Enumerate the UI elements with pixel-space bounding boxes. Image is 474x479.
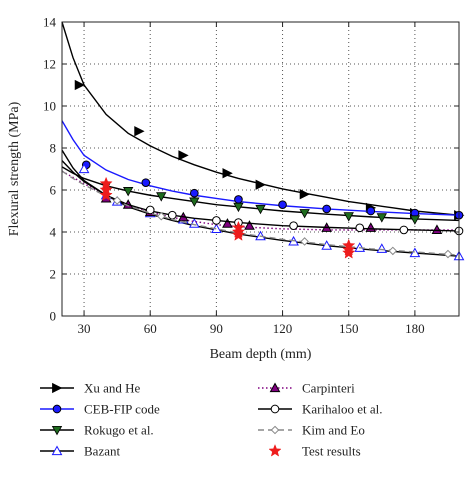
legend-label: Karihaloo et al. <box>302 402 383 417</box>
legend-label: Xu and He <box>84 381 141 396</box>
legend-item: Xu and He <box>40 381 141 396</box>
x-tick-label: 30 <box>78 321 91 336</box>
data-point <box>222 218 233 228</box>
data-point <box>112 196 122 205</box>
data-point <box>231 228 246 241</box>
data-point <box>289 221 298 231</box>
legend-label: Rokugo et al. <box>84 423 154 438</box>
data-point <box>99 188 113 201</box>
legend-marker <box>270 425 280 435</box>
x-tick-label: 180 <box>405 321 425 336</box>
y-tick-label: 4 <box>50 225 57 240</box>
legend-marker <box>52 382 63 394</box>
data-point <box>299 209 310 219</box>
data-point <box>355 223 365 233</box>
data-point <box>188 218 200 228</box>
data-point <box>233 202 244 213</box>
legend-label: Bazant <box>84 444 120 459</box>
series-1 <box>61 120 464 220</box>
data-point <box>178 150 189 161</box>
data-point <box>300 237 309 246</box>
series-line <box>61 21 460 216</box>
series-line <box>61 170 460 256</box>
data-point <box>343 212 354 222</box>
data-point <box>190 188 199 198</box>
series-5 <box>61 160 464 236</box>
legend-marker <box>268 444 282 457</box>
data-point <box>409 215 421 225</box>
data-point <box>74 79 86 91</box>
legend-marker <box>51 425 63 436</box>
data-point <box>255 204 266 215</box>
x-tick-label: 120 <box>273 321 293 336</box>
data-point <box>189 197 200 207</box>
data-point <box>321 240 333 250</box>
data-point <box>212 216 221 225</box>
y-axis-label: Flexural strength (MPa) <box>7 101 22 236</box>
data-point <box>365 222 377 232</box>
data-point <box>234 195 243 204</box>
legend-item: Carpinteri <box>258 381 355 396</box>
legend: Xu and He CEB-FIP code Rokugo et al. Bazant… <box>40 381 383 459</box>
legend-item: Karihaloo et al. <box>258 402 383 417</box>
legend-item: CEB-FIP code <box>40 402 160 417</box>
y-tick-label: 10 <box>43 99 56 114</box>
data-point <box>376 213 387 223</box>
data-point <box>376 243 388 253</box>
data-point <box>244 220 255 230</box>
legend-label: Carpinteri <box>302 381 355 396</box>
series-2 <box>61 166 460 225</box>
legend-label: Test results <box>302 444 361 459</box>
data-point <box>322 204 331 214</box>
data-point <box>409 247 421 258</box>
legend-item: Test results <box>268 444 361 459</box>
data-point <box>167 210 177 220</box>
data-point <box>141 178 151 187</box>
y-tick-label: 8 <box>50 141 57 156</box>
legend-label: CEB-FIP code <box>84 402 160 417</box>
data-point <box>255 179 266 190</box>
data-point <box>443 249 453 259</box>
data-point <box>156 192 167 202</box>
x-tick-label: 90 <box>210 321 223 336</box>
data-point <box>388 246 398 256</box>
legend-item: Bazant <box>40 444 120 459</box>
grid-layer <box>62 22 459 316</box>
y-tick-label: 12 <box>43 57 56 72</box>
y-tick-label: 0 <box>50 309 57 324</box>
x-tick-label: 60 <box>144 321 157 336</box>
y-tick-label: 14 <box>43 15 57 30</box>
series-line <box>61 170 459 231</box>
data-point <box>366 206 376 216</box>
legend-marker <box>269 382 281 393</box>
series-layer <box>61 21 465 261</box>
data-point <box>278 200 287 210</box>
data-point <box>399 225 409 235</box>
x-tick-label: 150 <box>339 321 359 336</box>
legend-item: Kim and Eo <box>258 423 365 438</box>
legend-marker <box>52 404 62 414</box>
series-7 <box>99 176 356 259</box>
x-axis-label: Beam depth (mm) <box>210 347 312 362</box>
legend-marker <box>270 404 280 414</box>
y-tick-label: 6 <box>50 183 57 198</box>
data-point <box>134 126 145 137</box>
data-point <box>431 224 443 234</box>
y-tick-label: 2 <box>50 267 57 282</box>
data-point <box>299 189 311 200</box>
series-line <box>61 120 460 216</box>
series-line <box>61 160 460 232</box>
plot-frame <box>61 21 460 317</box>
legend-label: Kim and Eo <box>302 423 365 438</box>
data-point <box>156 211 166 221</box>
tick-layer: 30 60 90 120 150 180 0 2 4 6 8 10 12 14 <box>43 15 459 336</box>
data-point <box>122 187 134 197</box>
legend-item: Rokugo et al. <box>40 423 154 438</box>
data-point <box>78 163 90 174</box>
data-point <box>342 246 356 259</box>
data-point <box>222 168 233 179</box>
legend-marker <box>51 445 63 456</box>
